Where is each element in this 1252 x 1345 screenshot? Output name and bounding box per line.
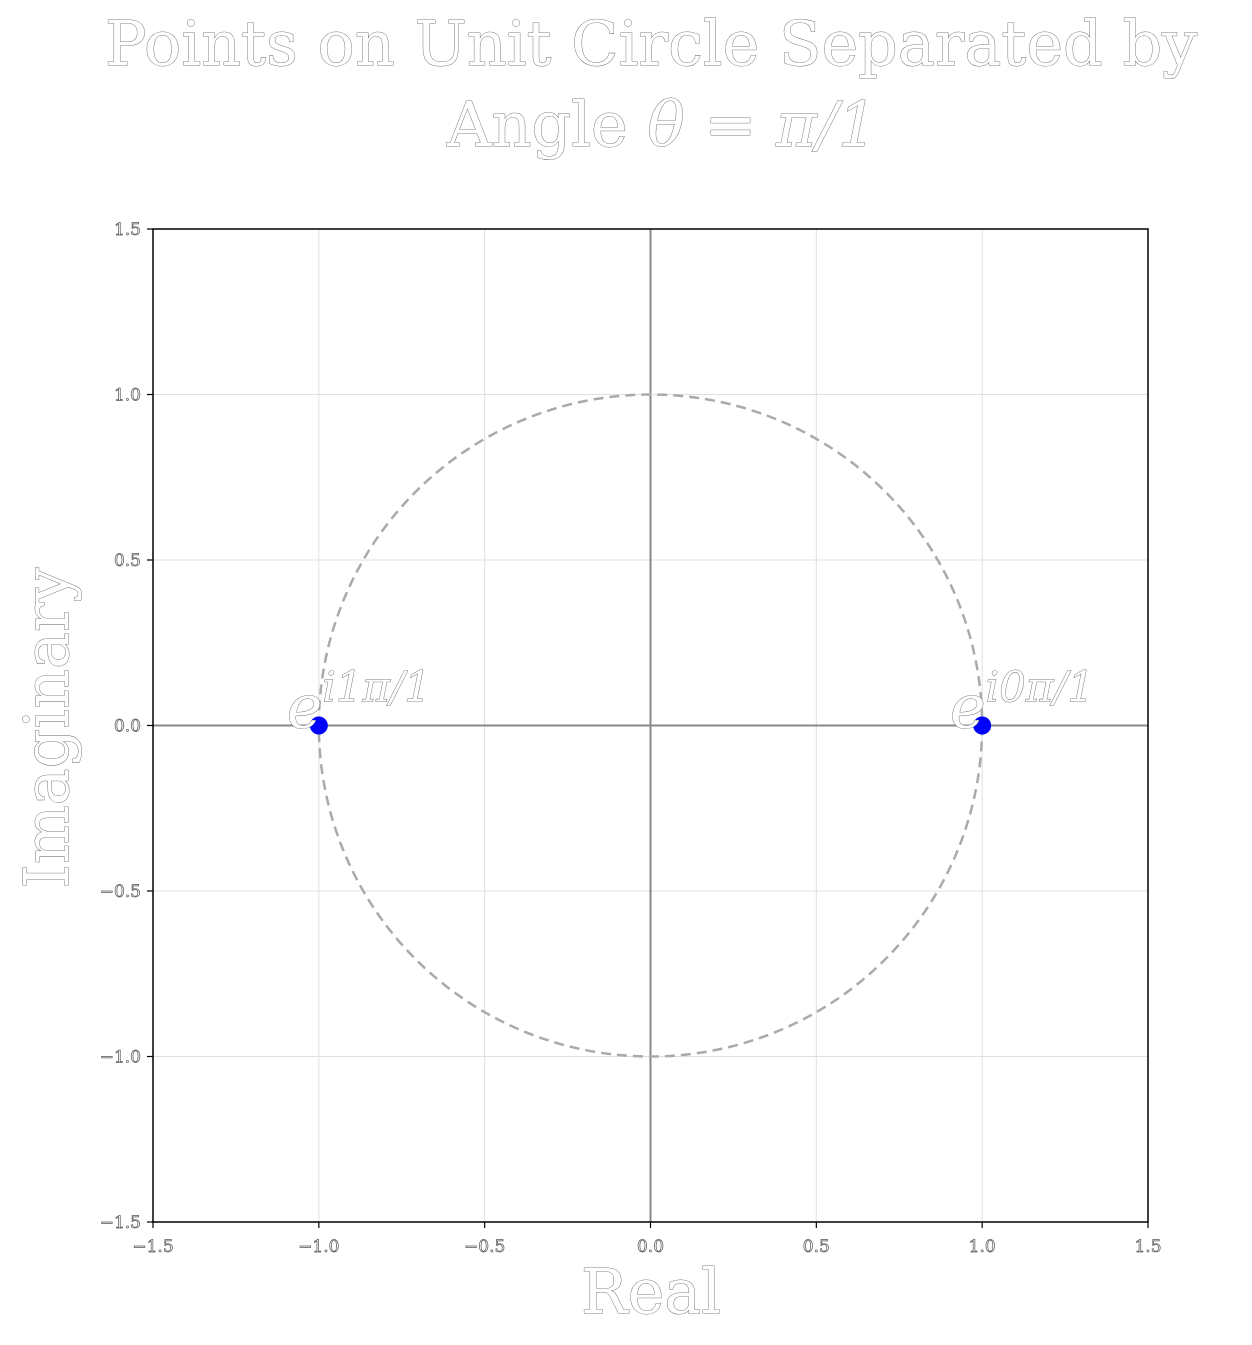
- point-label-1: ei1π/1: [287, 663, 431, 743]
- ticks-layer: −1.5 −1.0 −0.5 0.0 0.5 1.0 1.5 −1.5 −1.0 −0.5 0.0 0…: [99, 220, 1162, 1258]
- x-tick-label-4: 0.5: [803, 1237, 830, 1257]
- y-tick-label-2: −0.5: [100, 882, 141, 902]
- y-tick-label-0: −1.5: [100, 1213, 141, 1233]
- x-tick-label-3: 0.0: [637, 1237, 664, 1257]
- y-axis-label: Imaginary: [10, 567, 83, 888]
- point-label-base-1: e: [287, 673, 323, 743]
- x-axis-label: Real: [581, 1255, 721, 1328]
- chart-title-line2-text: Angle: [446, 88, 648, 161]
- x-tick-label-2: −0.5: [464, 1237, 505, 1257]
- y-tick-label-3: 0.0: [114, 717, 141, 737]
- x-tick-label-6: 1.5: [1134, 1237, 1161, 1257]
- y-tick-label-5: 1.0: [114, 386, 141, 406]
- data-point-1: [309, 716, 328, 735]
- chart-title-line2: Angle θ = π/1: [446, 88, 877, 161]
- x-tick-label-0: −1.5: [132, 1237, 173, 1257]
- y-tick-label-1: −1.0: [100, 1048, 141, 1068]
- point-label-exponent-0: i0π/1: [986, 663, 1095, 712]
- x-tick-label-1: −1.0: [298, 1237, 339, 1257]
- y-tick-label-4: 0.5: [114, 551, 141, 571]
- point-label-base-0: e: [950, 673, 986, 743]
- chart-title-line1: Points on Unit Circle Separated by: [105, 7, 1197, 80]
- point-label-0: ei0π/1: [950, 663, 1094, 743]
- point-label-exponent-1: i1π/1: [322, 663, 431, 712]
- data-point-0: [973, 716, 992, 735]
- y-tick-label-6: 1.5: [114, 220, 141, 240]
- chart-title-line2-math: θ = π/1: [647, 88, 877, 161]
- x-tick-label-5: 1.0: [969, 1237, 996, 1257]
